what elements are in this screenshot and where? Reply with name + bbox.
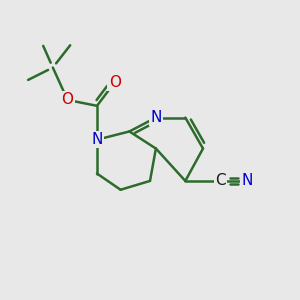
Text: N: N <box>242 173 253 188</box>
Text: C: C <box>215 173 226 188</box>
Text: O: O <box>109 75 121 90</box>
Text: N: N <box>91 132 103 147</box>
Text: N: N <box>150 110 162 125</box>
Text: O: O <box>61 92 74 107</box>
